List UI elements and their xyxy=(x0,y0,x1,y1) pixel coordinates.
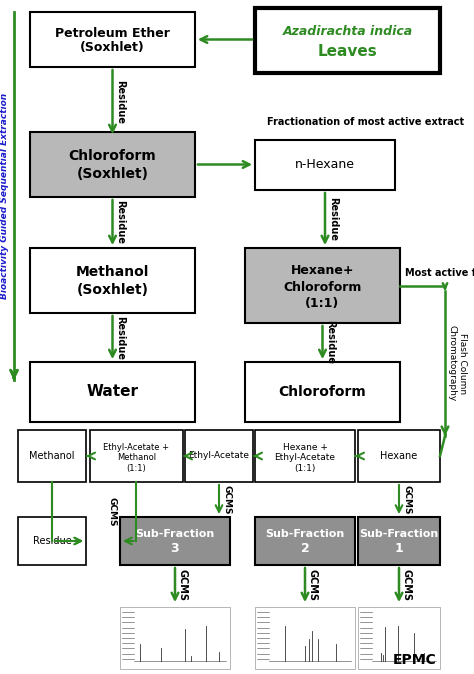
Text: (1:1): (1:1) xyxy=(127,464,146,472)
Text: (1:1): (1:1) xyxy=(305,297,340,310)
Text: Flash Column
Chromatography: Flash Column Chromatography xyxy=(447,325,467,402)
Bar xyxy=(358,607,440,669)
Text: Chloroform: Chloroform xyxy=(279,385,366,399)
Bar xyxy=(358,430,440,482)
Text: Sub-Fraction: Sub-Fraction xyxy=(359,529,438,539)
Text: 2: 2 xyxy=(301,543,310,555)
Text: GCMS: GCMS xyxy=(178,569,188,601)
Text: Residue: Residue xyxy=(116,200,126,245)
Text: 3: 3 xyxy=(171,543,179,555)
Text: Fractionation of most active extract: Fractionation of most active extract xyxy=(267,117,464,127)
Text: Methanol: Methanol xyxy=(76,266,149,280)
Text: (Soxhlet): (Soxhlet) xyxy=(80,41,145,54)
Bar xyxy=(255,607,355,669)
Bar xyxy=(245,362,400,422)
Text: GCMS: GCMS xyxy=(402,569,412,601)
Text: GCMS: GCMS xyxy=(222,485,231,514)
Bar xyxy=(255,8,440,73)
Text: Chloroform: Chloroform xyxy=(69,150,156,164)
Text: Residue: Residue xyxy=(33,536,72,546)
Text: Sub-Fraction: Sub-Fraction xyxy=(265,529,345,539)
Bar xyxy=(255,140,395,190)
Text: GCMS: GCMS xyxy=(308,569,318,601)
Bar xyxy=(18,430,86,482)
Bar xyxy=(18,517,86,565)
Text: (1:1): (1:1) xyxy=(294,464,316,472)
Bar xyxy=(30,362,195,422)
Text: n-Hexane: n-Hexane xyxy=(295,158,355,171)
Text: Residue: Residue xyxy=(328,197,338,241)
Bar xyxy=(120,607,230,669)
Text: Leaves: Leaves xyxy=(318,44,377,59)
Text: EPMC: EPMC xyxy=(393,653,437,667)
Bar xyxy=(358,517,440,565)
Text: 1: 1 xyxy=(395,543,403,555)
Text: Ethyl-Acetate: Ethyl-Acetate xyxy=(274,454,336,462)
Text: Hexane: Hexane xyxy=(380,451,418,461)
Bar xyxy=(90,430,183,482)
Text: GCMS: GCMS xyxy=(402,485,411,514)
Bar xyxy=(185,430,253,482)
Text: Residue: Residue xyxy=(116,315,126,359)
Text: Azadirachta indica: Azadirachta indica xyxy=(283,25,412,38)
Text: GCMS: GCMS xyxy=(108,497,117,526)
Text: Hexane +: Hexane + xyxy=(283,443,328,452)
Text: Sub-Fraction: Sub-Fraction xyxy=(136,529,215,539)
Bar xyxy=(30,12,195,67)
Bar xyxy=(30,132,195,197)
Bar xyxy=(120,517,230,565)
Bar xyxy=(255,517,355,565)
Text: Methanol: Methanol xyxy=(117,454,156,462)
Text: Chloroform: Chloroform xyxy=(283,281,362,294)
Text: Methanol: Methanol xyxy=(29,451,75,461)
Text: Residue: Residue xyxy=(116,80,126,124)
Text: (Soxhlet): (Soxhlet) xyxy=(76,282,148,297)
Bar xyxy=(255,430,355,482)
Text: Residue: Residue xyxy=(326,321,336,365)
Text: Ethyl-Acetate +: Ethyl-Acetate + xyxy=(103,443,170,452)
Text: (Soxhlet): (Soxhlet) xyxy=(76,166,148,181)
Text: Ethyl-Acetate: Ethyl-Acetate xyxy=(189,452,249,460)
Bar xyxy=(245,248,400,323)
Text: Bioactivity Guided Sequential Extraction: Bioactivity Guided Sequential Extraction xyxy=(0,93,9,299)
Text: Petroleum Ether: Petroleum Ether xyxy=(55,27,170,40)
Bar xyxy=(30,248,195,313)
Text: Water: Water xyxy=(86,384,138,400)
Text: Hexane+: Hexane+ xyxy=(291,264,354,277)
Text: Most active fraction: Most active fraction xyxy=(405,268,474,278)
